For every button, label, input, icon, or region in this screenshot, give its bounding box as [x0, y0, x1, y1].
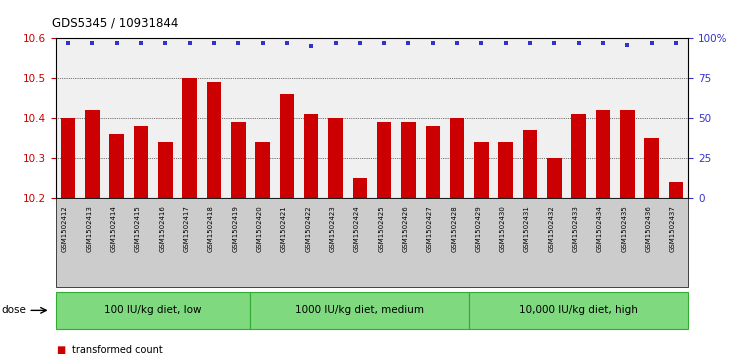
Point: [403, 40, 414, 46]
Text: GSM1502431: GSM1502431: [524, 205, 530, 252]
Bar: [280, 94, 294, 198]
Text: GSM1502418: GSM1502418: [208, 205, 214, 252]
Point: [111, 40, 123, 46]
Point: [184, 40, 196, 46]
Bar: [547, 158, 562, 198]
Text: GSM1502426: GSM1502426: [403, 205, 408, 252]
Text: 100 IU/kg diet, low: 100 IU/kg diet, low: [104, 305, 202, 315]
Bar: [109, 134, 124, 198]
Bar: [231, 122, 246, 198]
Point: [305, 43, 317, 49]
Text: GSM1502416: GSM1502416: [159, 205, 165, 252]
Point: [451, 40, 463, 46]
Point: [646, 40, 658, 46]
Bar: [377, 122, 391, 198]
Bar: [474, 142, 489, 198]
Point: [475, 40, 487, 46]
Text: GSM1502419: GSM1502419: [232, 205, 238, 252]
Text: ■: ■: [56, 345, 65, 355]
Point: [232, 40, 244, 46]
Bar: [620, 110, 635, 198]
Text: GSM1502427: GSM1502427: [427, 205, 433, 252]
Bar: [571, 114, 586, 198]
Point: [427, 40, 439, 46]
Bar: [207, 82, 221, 198]
Bar: [401, 122, 416, 198]
Text: GSM1502421: GSM1502421: [281, 205, 287, 252]
Text: 10,000 IU/kg diet, high: 10,000 IU/kg diet, high: [519, 305, 638, 315]
Bar: [328, 118, 343, 198]
Text: GSM1502430: GSM1502430: [500, 205, 506, 252]
Point: [135, 40, 147, 46]
Text: GSM1502423: GSM1502423: [330, 205, 336, 252]
Text: dose: dose: [1, 305, 26, 315]
Text: GSM1502436: GSM1502436: [646, 205, 652, 252]
Text: GDS5345 / 10931844: GDS5345 / 10931844: [52, 16, 179, 29]
Bar: [426, 126, 440, 198]
Point: [354, 40, 366, 46]
Text: GSM1502434: GSM1502434: [597, 205, 603, 252]
Text: GSM1502424: GSM1502424: [354, 205, 360, 252]
Text: GSM1502412: GSM1502412: [62, 205, 68, 252]
Text: GSM1502420: GSM1502420: [257, 205, 263, 252]
Bar: [255, 142, 270, 198]
Point: [573, 40, 585, 46]
Bar: [669, 182, 683, 198]
Point: [597, 40, 609, 46]
Point: [159, 40, 171, 46]
Bar: [450, 118, 464, 198]
Point: [378, 40, 390, 46]
Bar: [498, 142, 513, 198]
Text: GSM1502417: GSM1502417: [184, 205, 190, 252]
Point: [525, 40, 536, 46]
Text: 1000 IU/kg diet, medium: 1000 IU/kg diet, medium: [295, 305, 424, 315]
Bar: [85, 110, 100, 198]
Bar: [353, 178, 367, 198]
Point: [500, 40, 512, 46]
Bar: [596, 110, 610, 198]
Point: [86, 40, 98, 46]
Point: [548, 40, 560, 46]
Text: GSM1502425: GSM1502425: [378, 205, 384, 252]
Bar: [158, 142, 173, 198]
Point: [62, 40, 74, 46]
Bar: [523, 130, 537, 198]
Point: [621, 42, 633, 48]
Point: [257, 40, 269, 46]
Point: [208, 40, 220, 46]
Point: [281, 40, 293, 46]
Text: GSM1502415: GSM1502415: [135, 205, 141, 252]
Text: GSM1502413: GSM1502413: [86, 205, 92, 252]
Text: GSM1502428: GSM1502428: [451, 205, 457, 252]
Point: [330, 40, 341, 46]
Text: transformed count: transformed count: [72, 345, 163, 355]
Text: GSM1502435: GSM1502435: [621, 205, 627, 252]
Bar: [304, 114, 318, 198]
Text: GSM1502437: GSM1502437: [670, 205, 676, 252]
Text: GSM1502422: GSM1502422: [305, 205, 311, 252]
Text: GSM1502414: GSM1502414: [111, 205, 117, 252]
Bar: [61, 118, 75, 198]
Text: GSM1502429: GSM1502429: [475, 205, 481, 252]
Text: GSM1502433: GSM1502433: [573, 205, 579, 252]
Text: GSM1502432: GSM1502432: [548, 205, 554, 252]
Bar: [182, 78, 197, 198]
Bar: [644, 138, 659, 198]
Bar: [134, 126, 148, 198]
Point: [670, 40, 682, 46]
